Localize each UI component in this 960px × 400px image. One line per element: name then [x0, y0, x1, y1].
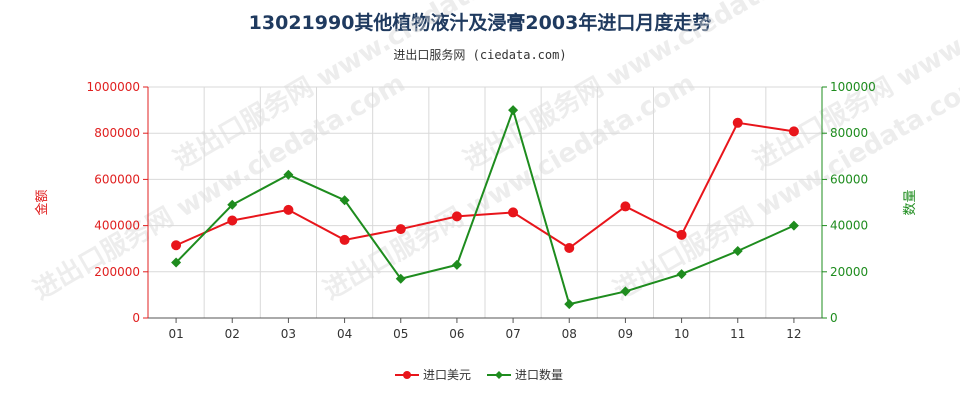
data-point — [339, 195, 350, 206]
x-tick-label: 08 — [562, 327, 577, 341]
data-point — [788, 126, 799, 137]
legend-marker — [403, 371, 411, 379]
legend-label: 进口美元 — [423, 368, 471, 382]
data-point — [508, 207, 519, 218]
data-point — [620, 286, 631, 297]
data-point — [171, 240, 182, 251]
right-tick-label: 100000 — [830, 80, 876, 94]
data-point — [564, 243, 575, 254]
left-axis-title: 金额 — [34, 189, 50, 215]
right-tick-label: 20000 — [830, 265, 868, 279]
data-point — [732, 246, 743, 257]
data-point — [227, 215, 238, 226]
data-point — [564, 299, 575, 310]
series-line-进口数量 — [175, 106, 795, 306]
data-point — [676, 229, 687, 240]
data-point — [732, 117, 743, 128]
data-point — [676, 269, 687, 280]
x-tick-label: 12 — [786, 327, 801, 341]
x-tick-label: 07 — [505, 327, 520, 341]
axes: 0 200000 400000 600000 800000 1000000 0 20000 40… — [34, 80, 918, 341]
data-point — [508, 105, 519, 116]
data-point — [451, 259, 462, 270]
x-tick-label: 06 — [449, 327, 464, 341]
data-point — [620, 201, 631, 212]
x-tick-label: 03 — [281, 327, 296, 341]
left-tick-label: 200000 — [94, 265, 140, 279]
data-point — [395, 273, 406, 284]
x-tick-label: 09 — [618, 327, 633, 341]
x-tick-label: 11 — [730, 327, 745, 341]
right-tick-label: 0 — [830, 311, 838, 325]
left-tick-label: 600000 — [94, 172, 140, 186]
data-point — [283, 204, 294, 215]
data-point — [171, 257, 182, 268]
data-point — [283, 169, 294, 180]
right-tick-label: 60000 — [830, 172, 868, 186]
right-tick-label: 40000 — [830, 219, 868, 233]
right-axis-title: 数量 — [903, 189, 918, 215]
x-tick-label: 01 — [168, 327, 183, 341]
legend-marker — [495, 371, 503, 379]
left-tick-label: 800000 — [94, 126, 140, 140]
chart-subtitle: 进出口服务网 (ciedata.com) — [393, 48, 567, 62]
x-tick-label: 10 — [674, 327, 689, 341]
chart-title: 13021990其他植物液汁及浸膏2003年进口月度走势 — [248, 12, 712, 34]
data-point — [788, 220, 799, 231]
x-tick-label: 05 — [393, 327, 408, 341]
series-line-进口美元 — [175, 121, 795, 250]
data-point — [227, 199, 238, 210]
legend-label: 进口数量 — [515, 367, 563, 382]
data-point — [395, 224, 406, 235]
x-tick-label: 04 — [337, 327, 352, 341]
left-tick-label: 1000000 — [87, 80, 140, 94]
left-tick-label: 400000 — [94, 219, 140, 233]
data-point — [451, 211, 462, 222]
left-tick-label: 0 — [132, 311, 140, 325]
x-tick-label: 02 — [225, 327, 240, 341]
legend: 进口美元 进口数量 — [395, 367, 563, 382]
right-tick-label: 80000 — [830, 126, 868, 140]
series-layer — [171, 105, 799, 310]
data-point — [339, 234, 350, 245]
